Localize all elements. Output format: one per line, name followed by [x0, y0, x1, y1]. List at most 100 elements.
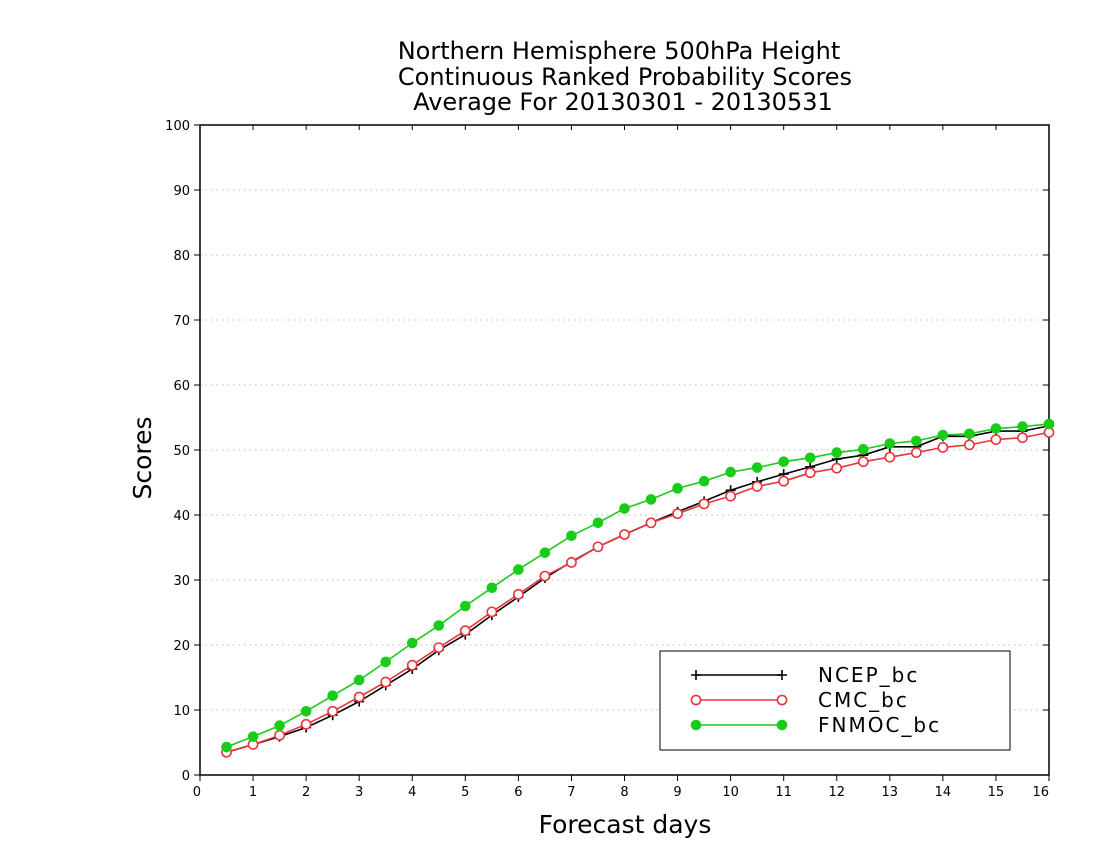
gridlines — [200, 189, 1049, 711]
x-tick-label: 3 — [355, 785, 363, 800]
data-point-cmc-bc — [512, 588, 524, 600]
y-tick-label: 20 — [173, 639, 190, 654]
data-point-fnmoc-bc — [406, 637, 418, 649]
series-lines — [221, 418, 1055, 758]
legend-marker-ncep-bc — [777, 670, 787, 680]
legend-marker-cmc-bc — [776, 694, 788, 706]
y-tick-label: 80 — [173, 249, 190, 264]
data-point-fnmoc-bc — [645, 494, 657, 505]
data-point-cmc-bc — [910, 447, 922, 458]
data-point-fnmoc-bc — [964, 428, 975, 440]
y-tick-label: 90 — [173, 184, 190, 199]
x-tick-label: 8 — [620, 785, 628, 800]
data-point-cmc-bc — [406, 659, 418, 671]
y-tick-label: 70 — [173, 314, 190, 329]
y-tick-label: 0 — [182, 769, 190, 784]
data-point-cmc-bc — [778, 475, 790, 487]
data-point-fnmoc-bc — [300, 706, 312, 717]
legend-entry-cmc-bc: CMC_bc — [690, 688, 909, 712]
series-cmc-bc — [221, 427, 1055, 758]
chart-title: Northern Hemisphere 500hPa Height Contin… — [398, 37, 852, 116]
data-point-cmc-bc — [645, 517, 657, 529]
x-tick-label: 4 — [408, 785, 416, 800]
data-point-cmc-bc — [539, 570, 551, 582]
data-point-cmc-bc — [884, 451, 896, 463]
data-point-cmc-bc — [566, 557, 577, 568]
legend-label-ncep-bc: NCEP_bc — [818, 663, 919, 687]
y-axis-label: Scores — [128, 416, 157, 499]
data-point-cmc-bc — [751, 480, 763, 492]
y-tick-label: 30 — [173, 574, 190, 589]
data-point-cmc-bc — [672, 508, 683, 520]
legend-label-cmc-bc: CMC_bc — [818, 688, 909, 712]
data-point-fnmoc-bc — [831, 447, 843, 458]
data-point-fnmoc-bc — [486, 582, 498, 594]
data-point-fnmoc-bc — [698, 475, 710, 487]
data-point-fnmoc-bc — [433, 620, 445, 631]
y-tick-label: 100 — [165, 119, 190, 134]
data-point-cmc-bc — [1017, 432, 1028, 444]
data-point-cmc-bc — [831, 462, 843, 474]
data-point-cmc-bc — [619, 529, 630, 540]
legend-label-fnmoc-bc: FNMOC_bc — [818, 713, 941, 737]
legend-entry-fnmoc-bc: FNMOC_bc — [690, 713, 941, 737]
x-tick-label: 10 — [722, 785, 739, 800]
data-point-cmc-bc — [459, 625, 471, 637]
data-point-fnmoc-bc — [619, 503, 630, 514]
data-point-cmc-bc — [725, 490, 737, 502]
y-tick-label: 40 — [173, 509, 190, 524]
chart-title-line-1: Northern Hemisphere 500hPa Height — [398, 37, 841, 65]
chart-title-line-2: Continuous Ranked Probability Scores — [398, 63, 852, 91]
y-tick-label: 60 — [173, 379, 190, 394]
data-point-fnmoc-bc — [221, 741, 232, 753]
data-point-fnmoc-bc — [911, 435, 922, 447]
data-point-cmc-bc — [698, 498, 710, 510]
data-point-cmc-bc — [990, 434, 1002, 445]
x-tick-label: 2 — [302, 785, 310, 800]
legend-marker-ncep-bc — [691, 670, 701, 680]
legend-entry-ncep-bc: NCEP_bc — [691, 663, 919, 687]
data-point-fnmoc-bc — [990, 423, 1002, 434]
x-tick-label: 9 — [673, 785, 681, 800]
data-point-fnmoc-bc — [353, 674, 365, 686]
data-point-fnmoc-bc — [725, 466, 736, 478]
data-point-fnmoc-bc — [804, 452, 816, 464]
data-point-fnmoc-bc — [566, 530, 577, 542]
data-point-cmc-bc — [804, 467, 816, 479]
data-point-fnmoc-bc — [460, 600, 471, 612]
x-tick-label: 1 — [249, 785, 257, 800]
data-point-fnmoc-bc — [539, 547, 551, 559]
x-tick-label: 0 — [193, 785, 201, 800]
legend-marker-fnmoc-bc — [776, 719, 788, 731]
data-point-fnmoc-bc — [751, 462, 763, 473]
x-tick-label: 7 — [567, 785, 575, 800]
data-point-fnmoc-bc — [247, 731, 259, 742]
data-point-cmc-bc — [274, 729, 285, 741]
x-tick-label: 16 — [1032, 785, 1049, 800]
data-point-cmc-bc — [380, 676, 392, 688]
data-point-fnmoc-bc — [380, 656, 392, 668]
data-point-fnmoc-bc — [857, 444, 869, 455]
data-point-fnmoc-bc — [937, 429, 949, 441]
legend-marker-cmc-bc — [690, 694, 702, 706]
data-point-cmc-bc — [300, 718, 312, 730]
x-tick-label: 5 — [461, 785, 469, 800]
y-tick-label: 50 — [173, 444, 190, 459]
x-tick-label: 14 — [935, 785, 952, 800]
x-tick-label: 13 — [882, 785, 899, 800]
data-point-cmc-bc — [937, 441, 949, 453]
data-point-fnmoc-bc — [274, 720, 285, 731]
x-tick-label: 15 — [988, 785, 1005, 800]
x-tick-label: 6 — [514, 785, 522, 800]
data-point-fnmoc-bc — [1017, 421, 1028, 432]
data-point-cmc-bc — [327, 705, 339, 717]
data-point-fnmoc-bc — [778, 456, 789, 468]
data-point-cmc-bc — [592, 541, 604, 553]
x-tick-label: 12 — [828, 785, 845, 800]
y-tick-label: 10 — [173, 704, 190, 719]
data-point-cmc-bc — [964, 439, 975, 451]
